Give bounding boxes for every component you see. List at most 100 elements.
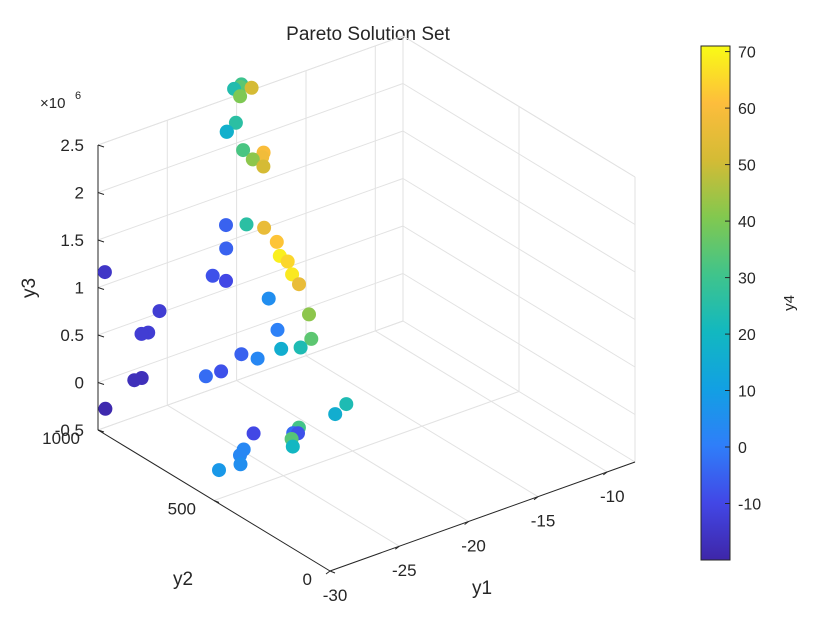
data-point-6 (152, 304, 167, 319)
z-tick-mark-3 (97, 287, 105, 290)
colorbar-tick-label: 0 (738, 440, 747, 457)
y-axis-label: y2 (173, 569, 193, 590)
data-point-30 (280, 254, 295, 269)
grid-line-z-back-3 (97, 178, 404, 288)
colorbar-tick-label: 70 (738, 45, 756, 62)
colorbar-tick-label: 20 (738, 327, 756, 344)
x-tick-mark-0 (325, 570, 331, 575)
y-tick-mark-1 (213, 500, 220, 503)
colorbar: -10 0 10 20 30 40 50 60 70 y4 (700, 45, 798, 561)
data-point-21 (250, 351, 265, 366)
data-point-49 (244, 80, 259, 95)
data-point-19 (234, 347, 249, 362)
z-tick-label: 0.5 (60, 326, 84, 345)
z-tick-mark-0 (97, 429, 105, 433)
colorbar-tick-label: 60 (738, 101, 756, 118)
z-tick-mark-2 (97, 334, 105, 338)
data-point-10 (212, 463, 226, 478)
colorbar-tick-label: 50 (738, 158, 756, 175)
data-point-43 (245, 152, 260, 167)
grid-line-z-back-1 (97, 273, 404, 383)
data-point-20 (214, 364, 229, 379)
x-tick-mark-2 (464, 521, 469, 525)
data-point-28 (302, 307, 316, 322)
x-tick-label: -20 (461, 537, 486, 556)
data-point-29 (261, 291, 276, 306)
data-point-44 (236, 143, 251, 158)
data-point-35 (292, 277, 306, 292)
data-point-18 (198, 369, 213, 384)
z-tick-label: 2 (75, 184, 84, 203)
axes-layer: -30 -25 -20 -15 -10 0 500 1000-0.5 0 0.5 1 1.5 2 2.5 y… (19, 35, 636, 605)
points-layer (97, 77, 354, 478)
grid-line-z-back-4 (97, 130, 404, 241)
colorbar-tick-label: 40 (738, 214, 756, 231)
x-tick-mark-1 (394, 545, 400, 550)
x-tick-label: -10 (600, 487, 625, 506)
data-point-40 (256, 159, 271, 174)
grid-line-z-back-0 (97, 320, 404, 431)
data-point-12 (246, 426, 261, 441)
z-tick-label: 1.5 (60, 231, 84, 250)
data-point-0 (97, 265, 112, 280)
colorbar-bar (700, 45, 731, 561)
colorbar-tick-label: -10 (738, 497, 761, 514)
data-point-36 (239, 217, 254, 232)
grid-line-z-side-4 (402, 130, 636, 273)
z-axis-label: y3 (19, 278, 40, 298)
grid-line-z-back-5 (97, 83, 404, 193)
data-point-37 (219, 241, 234, 256)
chart-title: Pareto Solution Set (286, 24, 450, 45)
y-tick-label: 1000 (42, 429, 80, 448)
data-point-33 (257, 220, 272, 235)
data-point-48 (233, 89, 248, 104)
y-tick-mark-0 (329, 570, 336, 574)
x-tick-label: -25 (392, 561, 417, 580)
x-tick-label: -30 (323, 586, 348, 605)
z-scale-exponent: 6 (75, 90, 81, 102)
data-point-25 (328, 407, 343, 422)
x-tick-mark-4 (602, 471, 608, 476)
z-tick-mark-5 (97, 192, 105, 195)
grid-line-y-floor-1 (213, 391, 520, 501)
y-tick-label: 500 (168, 500, 196, 519)
data-point-2 (127, 373, 142, 388)
z-scale-multiplier: ×10 (40, 95, 65, 112)
data-point-11 (233, 457, 248, 472)
grid-line-z-side-0 (402, 320, 636, 463)
x-tick-label: -15 (531, 512, 556, 531)
z-tick-label: 2.5 (60, 136, 84, 155)
y-tick-label: 0 (303, 570, 312, 589)
data-point-34 (285, 267, 300, 282)
data-point-38 (219, 218, 233, 233)
grid-line-z-back-2 (97, 225, 404, 336)
data-point-4 (134, 326, 149, 341)
z-tick-label: 1 (75, 279, 84, 298)
data-point-26 (339, 397, 354, 412)
x-axis-line (329, 461, 636, 572)
z-tick-mark-6 (97, 144, 105, 148)
data-point-23 (293, 340, 308, 355)
data-point-24 (304, 331, 319, 346)
z-tick-label: 0 (75, 374, 84, 393)
data-point-32 (269, 234, 284, 249)
data-point-14 (285, 439, 300, 454)
data-point-46 (219, 124, 234, 139)
colorbar-label: y4 (781, 295, 798, 311)
colorbar-tick-label: 10 (738, 384, 756, 401)
colorbar-tick-label: 30 (738, 271, 756, 288)
z-tick-label: -0.5 (55, 421, 84, 440)
x-axis-label: y1 (472, 578, 492, 599)
grid-line-z-side-5 (402, 83, 636, 225)
data-point-7 (205, 268, 220, 283)
x-tick-mark-3 (533, 496, 539, 501)
data-point-39 (219, 273, 233, 288)
box-edge-top-side (402, 35, 636, 178)
z-tick-mark-1 (97, 382, 105, 385)
z-tick-mark-4 (97, 239, 105, 243)
grid-line-z-side-3 (402, 178, 636, 320)
grid-line-z-side-2 (402, 225, 636, 368)
data-point-22 (274, 341, 289, 356)
